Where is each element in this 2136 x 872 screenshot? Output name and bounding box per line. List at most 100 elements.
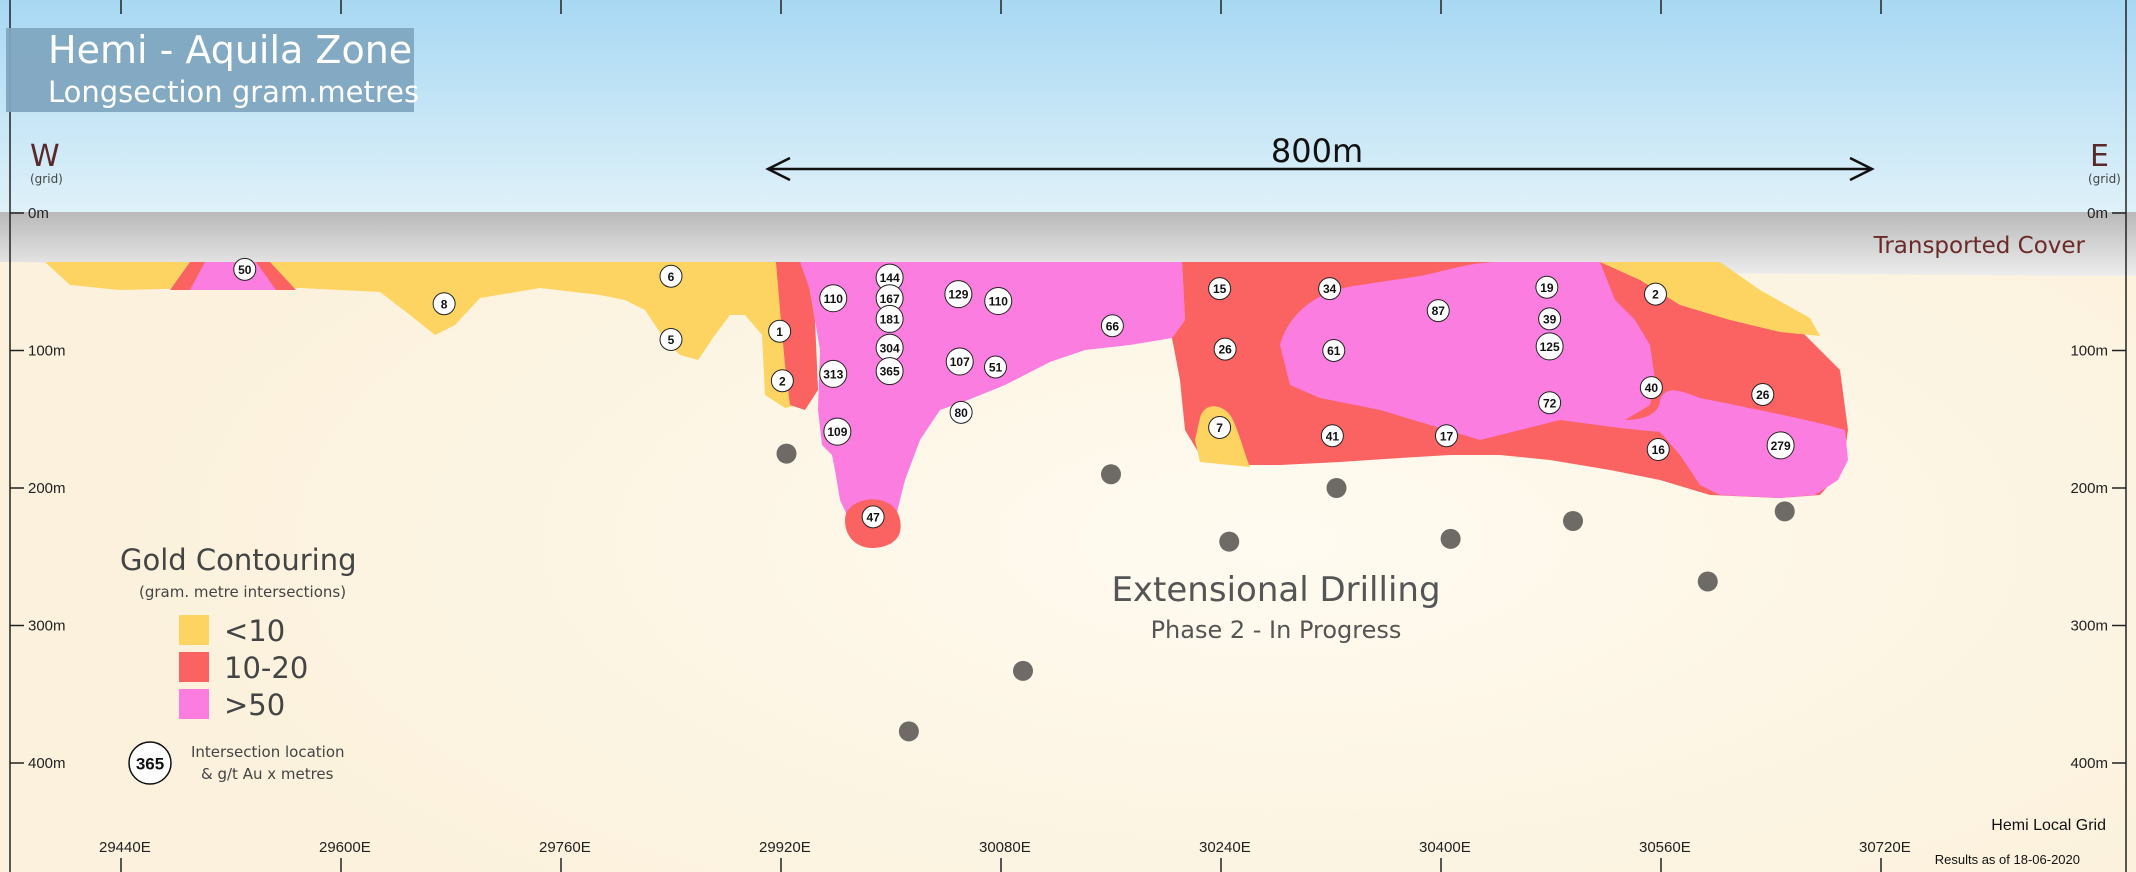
intersection-value: 279 — [1771, 439, 1791, 453]
annotation-subtitle: Phase 2 - In Progress — [1151, 616, 1402, 644]
intersection-value: 2 — [1652, 288, 1659, 302]
intersection-marker: 109 — [823, 417, 852, 446]
legend-swatch-low — [179, 615, 209, 645]
planned-hole-3 — [1326, 478, 1347, 498]
intersection-circle — [984, 287, 1013, 315]
depth-label-left-300m: 300m — [28, 618, 66, 635]
legend-marker-circle — [128, 741, 172, 785]
zone-high-central — [800, 262, 1185, 540]
zone-high-east-lobe — [1560, 390, 1848, 498]
transported-cover-band — [0, 212, 2136, 276]
intersection-value: 26 — [1756, 388, 1770, 402]
intersection-marker: 66 — [1100, 314, 1124, 338]
intersection-circle — [1213, 337, 1237, 361]
intersection-value: 181 — [880, 312, 900, 326]
depth-label-left-400m: 400m — [28, 755, 66, 772]
intersection-circle — [1208, 416, 1232, 439]
intersection-circle — [1426, 299, 1450, 323]
intersection-circle — [432, 292, 456, 316]
intersection-value: 16 — [1652, 443, 1666, 457]
legend-label-low: <10 — [224, 614, 285, 648]
intersection-circle — [823, 417, 852, 446]
intersection-circle — [1538, 391, 1562, 415]
intersection-circle — [1751, 383, 1775, 406]
frame-ticks — [9, 0, 2127, 872]
intersection-circle — [659, 328, 683, 351]
intersection-marker: 304 — [875, 333, 904, 362]
transported-cover-label: Transported Cover — [1873, 233, 2086, 259]
intersection-marker: 167 — [875, 284, 904, 313]
intersection-value: 40 — [1645, 381, 1659, 395]
intersection-marker: 47 — [861, 505, 885, 529]
easting-label-30560E: 30560E — [1639, 839, 1691, 856]
intersection-circle — [1535, 275, 1559, 299]
intersection-value: 5 — [668, 333, 675, 347]
west-label: W — [30, 139, 60, 174]
easting-label-30400E: 30400E — [1419, 839, 1471, 856]
legend-label-high: >50 — [224, 688, 285, 722]
easting-label-29440E: 29440E — [99, 839, 151, 856]
intersection-marker: 6 — [659, 264, 683, 288]
depth-label-right-200m: 200m — [2070, 480, 2108, 497]
legend-swatch-mid — [179, 652, 209, 682]
intersection-value: 80 — [954, 406, 968, 420]
depth-label-left-0m: 0m — [28, 205, 49, 222]
depth-label-right-0m: 0m — [2087, 205, 2108, 222]
results-note: Results as of 18-06-2020 — [1935, 852, 2080, 867]
intersection-circle — [861, 505, 885, 529]
intersection-marker: 50 — [233, 257, 257, 281]
intersection-circle — [1639, 376, 1663, 400]
intersection-marker: 125 — [1535, 332, 1564, 361]
intersection-marker: 5 — [659, 328, 683, 351]
intersection-value: 110 — [824, 292, 844, 306]
intersection-value: 26 — [1218, 343, 1232, 357]
intersection-value: 66 — [1106, 319, 1120, 333]
east-grid-note: (grid) — [2088, 172, 2121, 186]
intersection-marker: 40 — [1639, 376, 1663, 400]
intersection-marker: 87 — [1426, 299, 1450, 323]
intersection-value: 107 — [950, 355, 970, 369]
intersection-marker: 313 — [819, 359, 848, 388]
intersection-circle — [1100, 314, 1124, 338]
intersection-marker: 26 — [1213, 337, 1237, 361]
intersection-circle — [1538, 307, 1562, 331]
intersection-marker: 8 — [432, 292, 456, 316]
easting-label-30720E: 30720E — [1859, 839, 1911, 856]
intersection-circle — [233, 257, 257, 281]
planned-hole-9 — [1013, 660, 1033, 681]
intersection-marker: 41 — [1320, 424, 1344, 448]
intersection-value: 47 — [866, 510, 880, 524]
planned-hole-4 — [1219, 531, 1240, 552]
intersection-marker: 19 — [1535, 275, 1559, 299]
intersection-circle — [1535, 332, 1564, 361]
intersection-circle — [770, 369, 794, 393]
zone-high-east — [1280, 262, 1655, 440]
easting-label-29760E: 29760E — [539, 839, 591, 856]
scale-bar-label: 800m — [1271, 132, 1363, 170]
depth-label-right-400m: 400m — [2070, 755, 2108, 772]
annotation-title: Extensional Drilling — [1111, 570, 1440, 610]
intersection-value: 15 — [1213, 282, 1227, 296]
grid-note: Hemi Local Grid — [1991, 817, 2106, 834]
intersection-value: 7 — [1216, 421, 1223, 435]
legend-title: Gold Contouring — [120, 543, 357, 577]
intersection-value: 41 — [1326, 429, 1340, 443]
intersection-value: 72 — [1543, 396, 1557, 410]
title-box: Hemi - Aquila Zone Longsection gram.metr… — [6, 28, 419, 112]
depth-label-right-300m: 300m — [2070, 618, 2108, 635]
intersection-circle — [1320, 424, 1344, 448]
intersection-marker: 80 — [949, 400, 973, 424]
depth-label-left-100m: 100m — [28, 343, 66, 360]
planned-hole-5 — [1440, 528, 1461, 549]
intersection-circle — [949, 400, 973, 424]
intersection-value: 129 — [948, 288, 968, 302]
planned-hole-7 — [1774, 501, 1795, 522]
depth-labels-left: 0m 100m 200m 300m 400m — [10, 205, 66, 772]
legend: Gold Contouring (gram. metre intersectio… — [120, 543, 357, 785]
intersection-value: 61 — [1327, 344, 1341, 358]
easting-label-29920E: 29920E — [759, 839, 811, 856]
intersection-marker: 2 — [1644, 282, 1667, 306]
intersection-value: 50 — [238, 263, 252, 277]
intersection-value: 17 — [1440, 429, 1454, 443]
